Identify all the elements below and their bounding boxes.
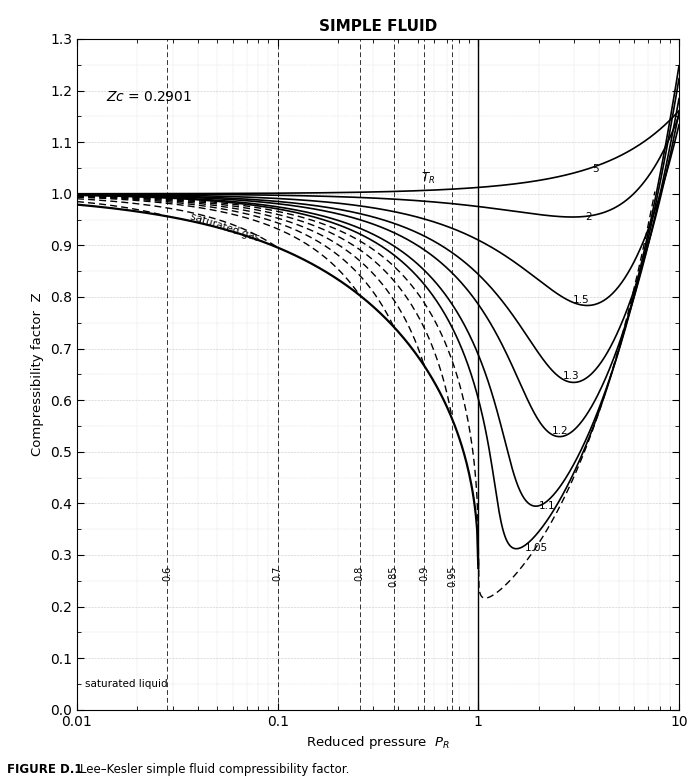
Text: 2: 2 <box>584 212 592 222</box>
Text: 1.05: 1.05 <box>524 543 547 553</box>
Text: 1.5: 1.5 <box>573 296 589 305</box>
Text: $T_R$: $T_R$ <box>421 171 435 186</box>
Y-axis label: Compressibility factor  Z: Compressibility factor Z <box>32 292 45 456</box>
Text: 1.2: 1.2 <box>552 426 568 436</box>
Text: $Zc$ = 0.2901: $Zc$ = 0.2901 <box>106 90 192 104</box>
Title: SIMPLE FLUID: SIMPLE FLUID <box>319 19 437 34</box>
Text: 0.85: 0.85 <box>389 566 398 587</box>
Text: 0.9: 0.9 <box>419 566 429 580</box>
Text: 1.3: 1.3 <box>563 371 580 381</box>
Text: 0.95: 0.95 <box>447 566 457 587</box>
Text: saturated gas: saturated gas <box>188 211 260 243</box>
Text: 0.8: 0.8 <box>355 566 365 580</box>
Text: 0.7: 0.7 <box>273 566 283 580</box>
Text: 1.1: 1.1 <box>538 501 555 511</box>
Text: saturated liquid: saturated liquid <box>85 679 168 689</box>
Text: 0.6: 0.6 <box>162 566 172 580</box>
Text: Lee–Kesler simple fluid compressibility factor.: Lee–Kesler simple fluid compressibility … <box>80 763 350 776</box>
Text: 5: 5 <box>592 164 598 174</box>
Text: FIGURE D.1: FIGURE D.1 <box>7 763 83 776</box>
X-axis label: Reduced pressure  $P_R$: Reduced pressure $P_R$ <box>306 734 450 751</box>
